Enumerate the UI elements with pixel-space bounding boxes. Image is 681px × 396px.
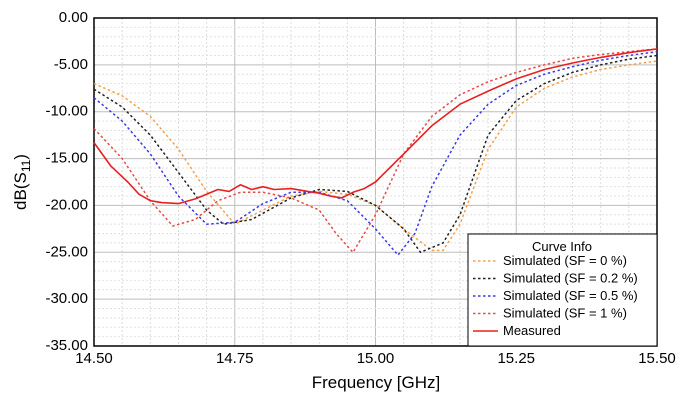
x-tick-label: 14.75	[216, 350, 254, 367]
y-axis-title: dB(S11)	[11, 154, 33, 210]
y-axis-title-main: dB(S	[11, 172, 30, 210]
legend-entry: Measured	[503, 323, 561, 338]
series-line-4	[93, 48, 658, 254]
x-tick-label: 15.25	[497, 350, 535, 367]
y-axis-title-end: )	[11, 154, 30, 160]
legend-entry: Simulated (SF = 0 %)	[503, 253, 627, 268]
y-tick-label: -5.00	[54, 56, 88, 73]
y-tick-label: -20.00	[45, 196, 88, 213]
plot-frame	[93, 17, 658, 347]
series-layer	[93, 48, 658, 256]
legend-entry: Simulated (SF = 0.5 %)	[503, 288, 638, 303]
legend: Curve Info Simulated (SF = 0 %)Simulated…	[467, 233, 658, 347]
legend-entry: Simulated (SF = 0.2 %)	[503, 271, 638, 286]
y-tick-label: -35.00	[45, 337, 88, 354]
series-line-1	[93, 60, 658, 252]
y-tick-label: -25.00	[45, 243, 88, 260]
y-axis-title-sub: 11	[19, 159, 33, 172]
series-line-2	[93, 54, 658, 254]
x-tick-label: 15.50	[638, 350, 676, 367]
tick-labels: 0.00 -5.00 -10.00 -15.00 -20.00 -25.00 -30.00 -…	[45, 9, 675, 367]
x-axis-title: Frequency [GHz]	[312, 373, 441, 392]
series-line-5	[93, 48, 658, 205]
legend-box	[467, 233, 658, 347]
y-tick-label: -10.00	[45, 103, 88, 120]
y-tick-label: -30.00	[45, 290, 88, 307]
x-tick-label: 15.00	[357, 350, 395, 367]
x-tick-label: 14.50	[75, 350, 113, 367]
y-tick-label: 0.00	[59, 9, 88, 26]
y-tick-label: -15.00	[45, 150, 88, 167]
legend-entry: Simulated (SF = 1 %)	[503, 306, 627, 321]
legend-items: Simulated (SF = 0 %) Simulated (SF = 0.2 …	[473, 253, 638, 338]
legend-title: Curve Info	[532, 239, 592, 254]
series-line-3	[93, 50, 658, 256]
